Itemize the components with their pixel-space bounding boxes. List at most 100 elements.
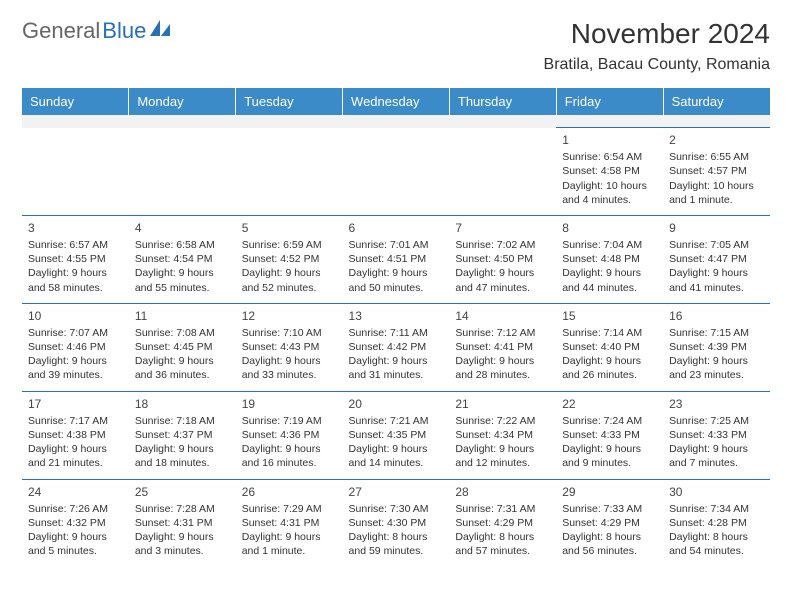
sunset-text: Sunset: 4:48 PM xyxy=(562,252,657,266)
sunset-text: Sunset: 4:46 PM xyxy=(28,340,123,354)
day-header: Tuesday xyxy=(236,88,343,115)
day-number: 18 xyxy=(135,396,230,412)
blank-row xyxy=(22,115,770,128)
day-number: 16 xyxy=(669,308,764,324)
sunset-text: Sunset: 4:57 PM xyxy=(669,164,764,178)
logo-text-2: Blue xyxy=(102,18,146,44)
day-details: Sunrise: 7:22 AMSunset: 4:34 PMDaylight:… xyxy=(455,414,550,471)
sunset-text: Sunset: 4:33 PM xyxy=(562,428,657,442)
sunset-text: Sunset: 4:30 PM xyxy=(349,516,444,530)
day-cell: 24Sunrise: 7:26 AMSunset: 4:32 PMDayligh… xyxy=(22,479,129,566)
sunset-text: Sunset: 4:41 PM xyxy=(455,340,550,354)
day-cell: 29Sunrise: 7:33 AMSunset: 4:29 PMDayligh… xyxy=(556,479,663,566)
day-number: 20 xyxy=(349,396,444,412)
day-cell: 8Sunrise: 7:04 AMSunset: 4:48 PMDaylight… xyxy=(556,215,663,303)
sunrise-text: Sunrise: 7:15 AM xyxy=(669,326,764,340)
day-details: Sunrise: 7:21 AMSunset: 4:35 PMDaylight:… xyxy=(349,414,444,471)
day-cell: 11Sunrise: 7:08 AMSunset: 4:45 PMDayligh… xyxy=(129,303,236,391)
day-cell: 26Sunrise: 7:29 AMSunset: 4:31 PMDayligh… xyxy=(236,479,343,566)
daylight-text: Daylight: 9 hours and 28 minutes. xyxy=(455,354,550,382)
day-cell: 3Sunrise: 6:57 AMSunset: 4:55 PMDaylight… xyxy=(22,215,129,303)
sunrise-text: Sunrise: 7:21 AM xyxy=(349,414,444,428)
day-number: 14 xyxy=(455,308,550,324)
sunset-text: Sunset: 4:31 PM xyxy=(242,516,337,530)
day-number: 21 xyxy=(455,396,550,412)
day-cell: 7Sunrise: 7:02 AMSunset: 4:50 PMDaylight… xyxy=(449,215,556,303)
day-details: Sunrise: 7:15 AMSunset: 4:39 PMDaylight:… xyxy=(669,326,764,383)
sunset-text: Sunset: 4:45 PM xyxy=(135,340,230,354)
sunrise-text: Sunrise: 7:30 AM xyxy=(349,502,444,516)
sunset-text: Sunset: 4:38 PM xyxy=(28,428,123,442)
day-number: 10 xyxy=(28,308,123,324)
day-number: 9 xyxy=(669,220,764,236)
daylight-text: Daylight: 9 hours and 39 minutes. xyxy=(28,354,123,382)
sunset-text: Sunset: 4:54 PM xyxy=(135,252,230,266)
day-header: Thursday xyxy=(449,88,556,115)
sunrise-text: Sunrise: 7:24 AM xyxy=(562,414,657,428)
sunrise-text: Sunrise: 7:34 AM xyxy=(669,502,764,516)
title-block: November 2024 Bratila, Bacau County, Rom… xyxy=(544,18,770,74)
day-header: Friday xyxy=(556,88,663,115)
sunset-text: Sunset: 4:50 PM xyxy=(455,252,550,266)
day-details: Sunrise: 7:31 AMSunset: 4:29 PMDaylight:… xyxy=(455,502,550,559)
sunrise-text: Sunrise: 7:11 AM xyxy=(349,326,444,340)
day-number: 8 xyxy=(562,220,657,236)
daylight-text: Daylight: 9 hours and 9 minutes. xyxy=(562,442,657,470)
day-details: Sunrise: 7:18 AMSunset: 4:37 PMDaylight:… xyxy=(135,414,230,471)
daylight-text: Daylight: 9 hours and 55 minutes. xyxy=(135,266,230,294)
sunrise-text: Sunrise: 7:10 AM xyxy=(242,326,337,340)
day-cell xyxy=(449,128,556,216)
day-cell: 21 Sunrise: 7:22 AMSunset: 4:34 PMDayligh… xyxy=(449,391,556,479)
sunset-text: Sunset: 4:35 PM xyxy=(349,428,444,442)
daylight-text: Daylight: 9 hours and 36 minutes. xyxy=(135,354,230,382)
daylight-text: Daylight: 9 hours and 52 minutes. xyxy=(242,266,337,294)
day-details: Sunrise: 7:05 AMSunset: 4:47 PMDaylight:… xyxy=(669,238,764,295)
daylight-text: Daylight: 9 hours and 41 minutes. xyxy=(669,266,764,294)
sunrise-text: Sunrise: 7:18 AM xyxy=(135,414,230,428)
sunset-text: Sunset: 4:29 PM xyxy=(562,516,657,530)
week-row: 3Sunrise: 6:57 AMSunset: 4:55 PMDaylight… xyxy=(22,215,770,303)
day-details: Sunrise: 6:58 AMSunset: 4:54 PMDaylight:… xyxy=(135,238,230,295)
daylight-text: Daylight: 9 hours and 44 minutes. xyxy=(562,266,657,294)
day-number: 13 xyxy=(349,308,444,324)
sunrise-text: Sunrise: 7:01 AM xyxy=(349,238,444,252)
day-details: Sunrise: 6:59 AMSunset: 4:52 PMDaylight:… xyxy=(242,238,337,295)
daylight-text: Daylight: 10 hours and 1 minute. xyxy=(669,179,764,207)
daylight-text: Daylight: 9 hours and 21 minutes. xyxy=(28,442,123,470)
day-details: Sunrise: 6:54 AMSunset: 4:58 PMDaylight:… xyxy=(562,150,657,207)
day-details: Sunrise: 7:17 AMSunset: 4:38 PMDaylight:… xyxy=(28,414,123,471)
sunset-text: Sunset: 4:58 PM xyxy=(562,164,657,178)
day-cell: 6Sunrise: 7:01 AMSunset: 4:51 PMDaylight… xyxy=(343,215,450,303)
daylight-text: Daylight: 9 hours and 23 minutes. xyxy=(669,354,764,382)
daylight-text: Daylight: 9 hours and 18 minutes. xyxy=(135,442,230,470)
day-cell: 27Sunrise: 7:30 AMSunset: 4:30 PMDayligh… xyxy=(343,479,450,566)
day-details: Sunrise: 7:07 AMSunset: 4:46 PMDaylight:… xyxy=(28,326,123,383)
sunset-text: Sunset: 4:29 PM xyxy=(455,516,550,530)
day-cell: 17Sunrise: 7:17 AMSunset: 4:38 PMDayligh… xyxy=(22,391,129,479)
sunrise-text: Sunrise: 7:14 AM xyxy=(562,326,657,340)
daylight-text: Daylight: 9 hours and 7 minutes. xyxy=(669,442,764,470)
sunrise-text: Sunrise: 7:26 AM xyxy=(28,502,123,516)
sunset-text: Sunset: 4:42 PM xyxy=(349,340,444,354)
day-header: Wednesday xyxy=(343,88,450,115)
sunset-text: Sunset: 4:39 PM xyxy=(669,340,764,354)
week-row: 17Sunrise: 7:17 AMSunset: 4:38 PMDayligh… xyxy=(22,391,770,479)
daylight-text: Daylight: 9 hours and 26 minutes. xyxy=(562,354,657,382)
day-details: Sunrise: 7:11 AMSunset: 4:42 PMDaylight:… xyxy=(349,326,444,383)
sunrise-text: Sunrise: 7:29 AM xyxy=(242,502,337,516)
day-cell xyxy=(129,128,236,216)
day-cell: 5Sunrise: 6:59 AMSunset: 4:52 PMDaylight… xyxy=(236,215,343,303)
sunrise-text: Sunrise: 7:28 AM xyxy=(135,502,230,516)
day-details: Sunrise: 7:02 AMSunset: 4:50 PMDaylight:… xyxy=(455,238,550,295)
day-number: 23 xyxy=(669,396,764,412)
sunrise-text: Sunrise: 7:19 AM xyxy=(242,414,337,428)
sunrise-text: Sunrise: 7:02 AM xyxy=(455,238,550,252)
daylight-text: Daylight: 9 hours and 58 minutes. xyxy=(28,266,123,294)
week-row: 10 Sunrise: 7:07 AMSunset: 4:46 PMDayligh… xyxy=(22,303,770,391)
daylight-text: Daylight: 9 hours and 33 minutes. xyxy=(242,354,337,382)
daylight-text: Daylight: 8 hours and 57 minutes. xyxy=(455,530,550,558)
daylight-text: Daylight: 9 hours and 47 minutes. xyxy=(455,266,550,294)
sunset-text: Sunset: 4:32 PM xyxy=(28,516,123,530)
sunrise-text: Sunrise: 6:57 AM xyxy=(28,238,123,252)
daylight-text: Daylight: 9 hours and 50 minutes. xyxy=(349,266,444,294)
